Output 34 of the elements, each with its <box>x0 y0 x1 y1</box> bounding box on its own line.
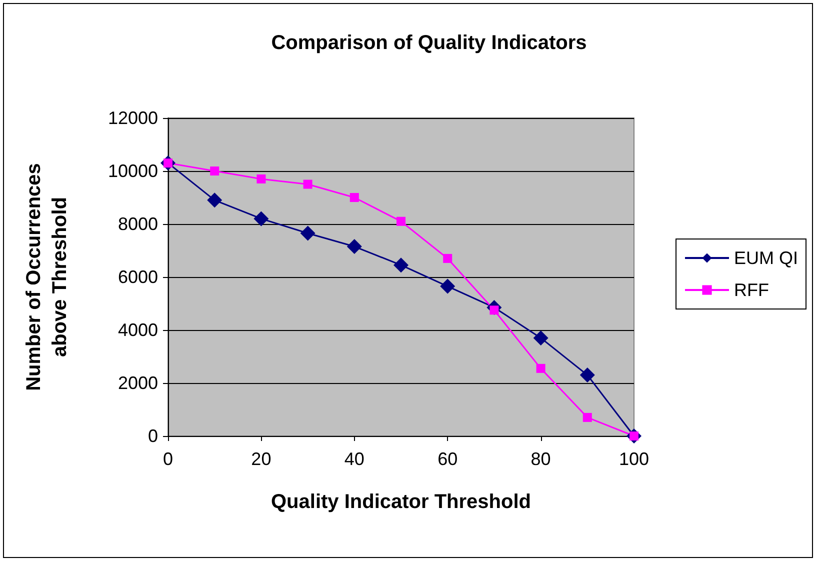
point <box>300 226 316 241</box>
legend-label: EUM QI <box>734 248 798 268</box>
legend-label: RFF <box>734 280 769 300</box>
point <box>254 211 269 226</box>
point <box>210 166 220 176</box>
x-axis-title: Quality Indicator Threshold <box>270 491 532 513</box>
point <box>582 412 592 422</box>
x-tick-label: 60 <box>438 449 458 469</box>
point <box>396 216 406 226</box>
point <box>303 180 312 189</box>
chart-title: Comparison of Quality Indicators <box>271 32 587 54</box>
y-tick-label: 10000 <box>108 161 158 181</box>
point <box>350 193 359 202</box>
x-tick-label: 40 <box>344 449 364 469</box>
point <box>533 330 548 346</box>
y-tick-label: 6000 <box>118 267 158 287</box>
y-tick-label: 0 <box>148 426 158 446</box>
x-tick-label: 20 <box>251 449 272 469</box>
point <box>346 239 362 254</box>
point <box>440 278 456 294</box>
point <box>443 254 452 263</box>
point <box>256 174 266 184</box>
x-tick-label: 100 <box>618 449 650 469</box>
y-tick-label: 2000 <box>118 373 158 393</box>
x-tick-label: 0 <box>162 449 174 469</box>
y-axis-title: Number of Occurrences above Threshold <box>23 163 71 391</box>
point <box>580 368 595 383</box>
x-tick-label: 80 <box>530 449 551 469</box>
y-tick-label: 4000 <box>118 320 158 340</box>
point <box>536 364 546 373</box>
y-tick-label: 12000 <box>108 108 158 128</box>
y-tick-label: 8000 <box>118 214 158 234</box>
point <box>207 192 222 208</box>
point <box>394 258 408 273</box>
